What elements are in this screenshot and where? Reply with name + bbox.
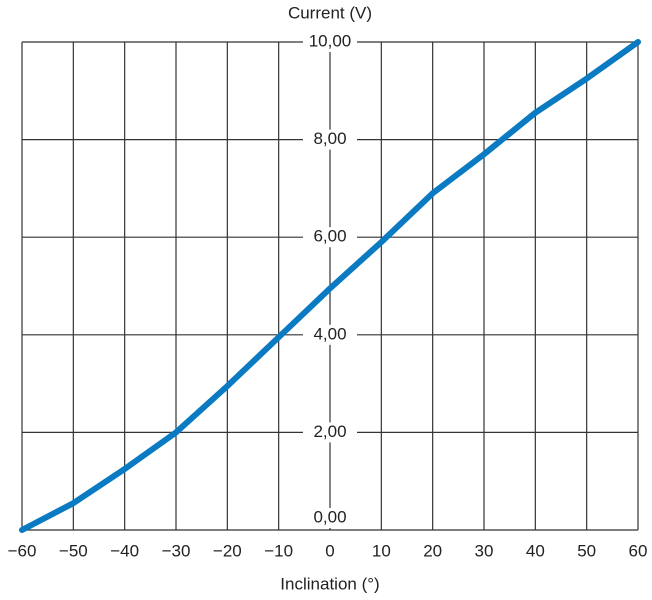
x-tick-label: −20	[213, 541, 242, 560]
x-axis-title: Inclination (°)	[280, 574, 379, 593]
x-tick-label: 50	[577, 541, 596, 560]
y-tick-label-bg	[303, 227, 357, 248]
x-tick-label: 40	[526, 541, 545, 560]
x-tick-label: 20	[423, 541, 442, 560]
x-tick-label: −60	[8, 541, 37, 560]
x-tick-label: 10	[372, 541, 391, 560]
y-tick-label-bg	[303, 324, 357, 345]
y-axis-title: Current (V)	[288, 3, 372, 22]
y-tick-label-bg	[303, 32, 357, 52]
y-tick-label-bg	[303, 508, 357, 528]
x-tick-label: 30	[475, 541, 494, 560]
x-tick-label: −10	[264, 541, 293, 560]
x-tick-label: 0	[325, 541, 334, 560]
y-tick-label: 8,00	[313, 129, 346, 148]
y-tick-label-bg	[303, 129, 357, 150]
y-tick-label-bg	[303, 422, 357, 443]
y-tick-label: 2,00	[313, 422, 346, 441]
y-tick-label: 4,00	[313, 324, 346, 343]
x-tick-label: −30	[162, 541, 191, 560]
x-tick-label: −40	[110, 541, 139, 560]
y-tick-label: 10,00	[309, 31, 352, 50]
x-tick-label: 60	[629, 541, 648, 560]
y-tick-label: 0,00	[313, 507, 346, 526]
data-line	[19, 39, 641, 533]
x-tick-label: −50	[59, 541, 88, 560]
y-tick-label: 6,00	[313, 227, 346, 246]
